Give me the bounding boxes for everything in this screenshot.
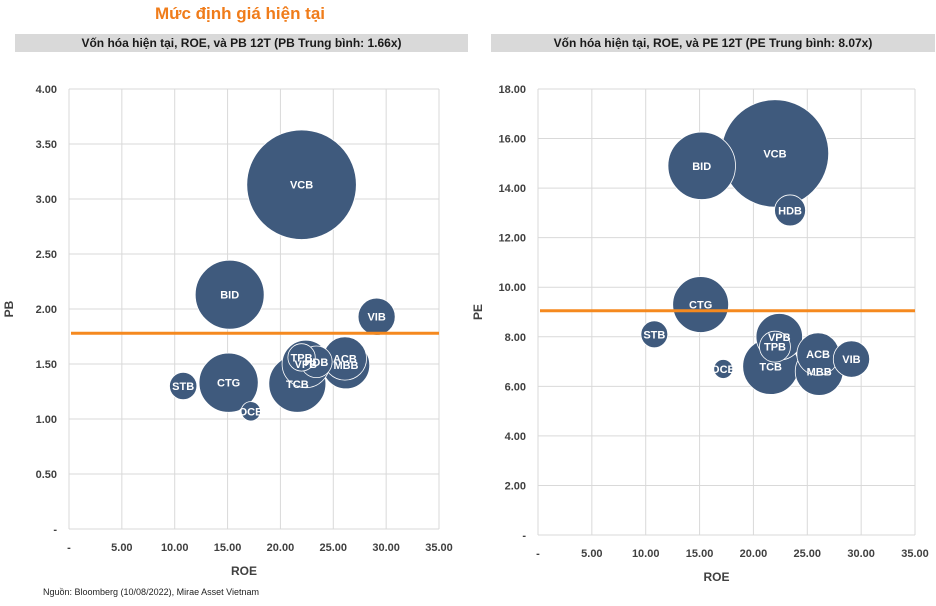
y-tick-label: 14.00 (498, 183, 526, 195)
bubble-label-ctg: CTG (217, 378, 240, 390)
bubble-label-stb: STB (643, 329, 665, 341)
x-tick-label: 25.00 (320, 542, 348, 554)
x-tick-label: 35.00 (901, 548, 929, 560)
y-tick-label: 3.00 (36, 194, 57, 206)
bubble-label-vpb: VPB (768, 332, 791, 344)
bubble-vib (357, 297, 396, 336)
bubble-ctg (672, 276, 729, 333)
y-tick-label: 1.50 (36, 359, 57, 371)
pb-chart-title: Vốn hóa hiện tại, ROE, và PB 12T (PB Tru… (15, 34, 468, 52)
x-tick-label: 5.00 (581, 548, 602, 560)
x-tick-label: 10.00 (632, 548, 660, 560)
x-tick-label: 5.00 (111, 542, 132, 554)
y-tick-label: 1.00 (36, 414, 57, 426)
x-tick-label: - (67, 542, 71, 554)
bubble-label-tcb: TCB (286, 379, 309, 391)
y-tick-label: - (522, 530, 526, 542)
y-tick-label: 2.50 (36, 249, 57, 261)
bubble-label-tpb: TPB (291, 352, 313, 364)
bubble-label-vib: VIB (842, 354, 860, 366)
x-tick-label: - (536, 548, 540, 560)
y-tick-label: 18.00 (498, 84, 526, 96)
bubble-label-ctg: CTG (689, 300, 712, 312)
y-tick-label: 0.50 (36, 469, 57, 481)
y-tick-label: 4.00 (505, 431, 526, 443)
bubble-stb (169, 371, 198, 401)
pb-chart: - 5.00 10.00 15.00 20.00 25.00 30.00 35.00 - 0.50… (2, 84, 453, 578)
bubble-vcb (246, 129, 357, 240)
x-tick-label: 20.00 (267, 542, 295, 554)
x-tick-label: 10.00 (161, 542, 189, 554)
bubble-label-acb: ACB (333, 354, 357, 366)
x-tick-label: 15.00 (686, 548, 714, 560)
bubble-ocb (240, 401, 261, 422)
y-tick-label: 2.00 (36, 304, 57, 316)
bubble-label-vib: VIB (367, 312, 385, 324)
y-tick-label: 16.00 (498, 134, 526, 146)
bubble-bid (194, 259, 265, 330)
bubble-bid (667, 131, 736, 200)
x-axis-title: ROE (703, 570, 729, 584)
bubble-stb (640, 320, 669, 349)
y-tick-label: 6.00 (505, 381, 526, 393)
x-tick-label: 15.00 (214, 542, 242, 554)
bubble-label-tpb: TPB (764, 342, 786, 354)
bubble-label-hdb: HDB (304, 357, 328, 369)
page-title: Mức định giá hiện tại (154, 4, 326, 23)
bubble-tpb (287, 343, 316, 372)
bubble-vib (832, 340, 871, 378)
bubble-label-ocb: OCB (711, 364, 736, 376)
x-tick-label: 35.00 (425, 542, 453, 554)
y-tick-label: 12.00 (498, 233, 526, 245)
y-tick-label: 4.00 (36, 84, 57, 96)
bubble-label-mbb: MBB (807, 366, 832, 378)
y-axis-title: PB (2, 300, 16, 317)
x-tick-label: 20.00 (740, 548, 768, 560)
y-tick-label: 3.50 (36, 139, 57, 151)
x-tick-label: 30.00 (372, 542, 400, 554)
x-tick-label: 30.00 (847, 548, 875, 560)
source-note: Nguồn: Bloomberg (10/08/2022), Mirae Ass… (43, 587, 259, 597)
bubble-label-hdb: HDB (778, 205, 802, 217)
bubble-label-vcb: VCB (763, 148, 786, 160)
bubble-label-ocb: OCB (239, 406, 264, 418)
bubble-label-vcb: VCB (290, 180, 313, 192)
y-axis-title: PE (471, 304, 485, 320)
bubble-ocb (713, 359, 734, 379)
bubble-hdb (774, 194, 806, 227)
bubble-label-acb: ACB (806, 349, 830, 361)
pe-chart-title: Vốn hóa hiện tại, ROE, và PE 12T (PE Tru… (491, 34, 935, 52)
bubble-label-mbb: MBB (333, 360, 358, 372)
x-axis-title: ROE (231, 564, 257, 578)
bubble-label-bid: BID (220, 290, 239, 302)
y-tick-label: 2.00 (505, 480, 526, 492)
bubble-ctg (198, 352, 259, 413)
y-tick-label: 8.00 (505, 332, 526, 344)
bubble-tpb (759, 330, 791, 363)
x-tick-label: 25.00 (794, 548, 822, 560)
y-tick-label: 10.00 (498, 282, 526, 294)
y-tick-label: - (53, 524, 57, 536)
bubble-label-tcb: TCB (759, 362, 782, 374)
bubble-label-stb: STB (172, 381, 194, 393)
bubble-label-vpb: VPB (294, 359, 317, 371)
bubble-label-bid: BID (692, 161, 711, 173)
pe-chart: - 5.00 10.00 15.00 20.00 25.00 30.00 35.00 - 2.00… (471, 84, 929, 584)
